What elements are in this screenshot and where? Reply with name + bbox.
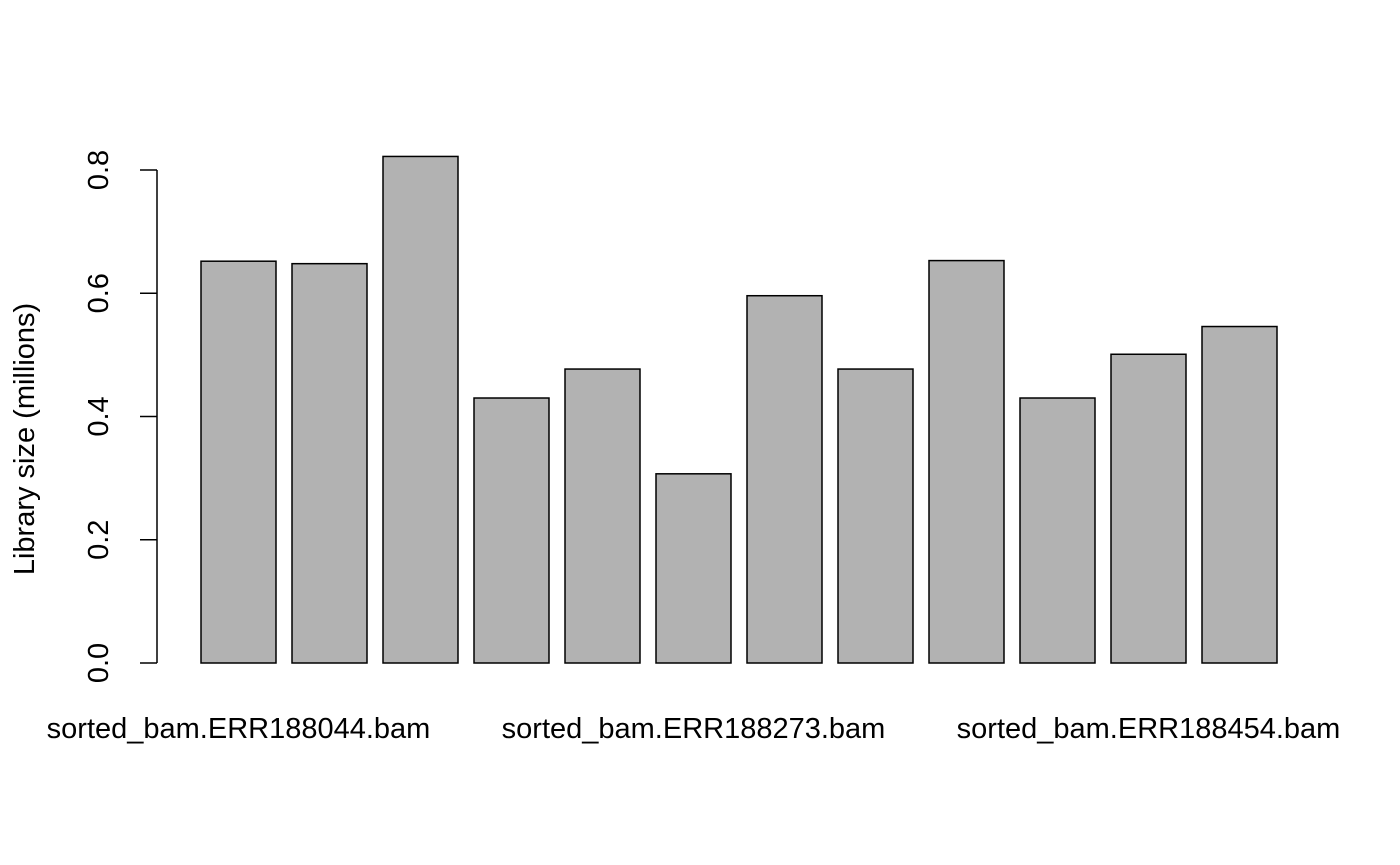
- bar: [473, 397, 550, 664]
- y-tick-label: 0.0: [83, 643, 115, 683]
- bar: [200, 260, 277, 664]
- y-tick-label: 0.2: [83, 520, 115, 560]
- x-tick-label: sorted_bam.ERR188454.bam: [957, 713, 1341, 745]
- x-axis-labels: sorted_bam.ERR188044.bam sorted_bam.ERR18…: [47, 713, 1341, 745]
- bar: [564, 368, 641, 664]
- bar: [837, 368, 914, 664]
- y-axis-label: Library size (millions): [9, 303, 41, 575]
- bar: [382, 155, 459, 664]
- bar: [1110, 353, 1187, 664]
- y-axis-ticks: 0.0 0.2 0.4 0.6 0.8: [83, 150, 157, 683]
- bar: [655, 473, 732, 664]
- bar: [291, 262, 368, 664]
- bar: [928, 259, 1005, 664]
- bars: [200, 155, 1278, 664]
- y-tick-label: 0.6: [83, 273, 115, 313]
- y-tick-label: 0.8: [83, 150, 115, 190]
- bar: [746, 294, 823, 664]
- x-tick-label: sorted_bam.ERR188273.bam: [502, 713, 886, 745]
- bar: [1019, 397, 1096, 664]
- x-tick-label: sorted_bam.ERR188044.bam: [47, 713, 431, 745]
- bar: [1201, 325, 1278, 664]
- y-tick-label: 0.4: [83, 396, 115, 436]
